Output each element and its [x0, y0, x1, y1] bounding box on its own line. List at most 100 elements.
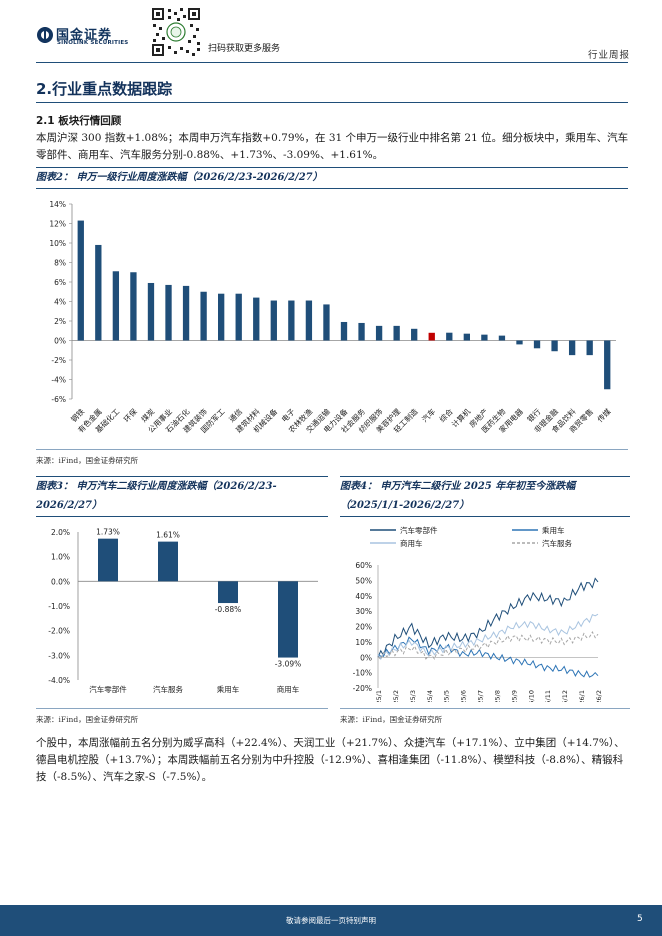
figure3-source: 来源：iFind，国金证券研究所	[36, 715, 139, 724]
section-title: 2.行业重点数据跟踪	[36, 80, 173, 98]
chart3-x-tick: 2025/8	[493, 690, 501, 702]
chart2-data-label: 1.73%	[96, 528, 120, 537]
chart1-bar	[586, 340, 593, 356]
chart2-bar	[278, 581, 298, 658]
chart1-bar	[112, 271, 120, 341]
chart1-y-tick: -4%	[51, 376, 66, 385]
chart1-y-tick: 0%	[54, 337, 66, 346]
chart2-data-label: -0.88%	[215, 605, 242, 614]
chart3-x-tick: 2025/9	[510, 690, 518, 702]
chart2-y-tick: -3.0%	[48, 651, 70, 660]
chart3-series-line	[377, 613, 599, 661]
chart2-bar	[218, 581, 238, 604]
chart3-legend-label: 汽车服务	[542, 538, 572, 548]
chart1-bar	[516, 340, 523, 345]
figure3-bottom-rule	[36, 708, 328, 709]
chart1-bar	[604, 340, 611, 390]
chart1-x-label: 环保	[122, 407, 139, 424]
chart3-legend-label: 汽车零部件	[400, 525, 438, 535]
report-type: 行业周报	[588, 50, 631, 61]
chart1-bar	[428, 332, 435, 341]
figure2-title: 图表2： 申万一级行业周度涨跌幅（2026/2/23-2026/2/27）	[36, 172, 323, 183]
chart2-x-label: 汽车零部件	[89, 684, 127, 694]
chart2-y-tick: -2.0%	[48, 627, 70, 636]
chart3-x-tick: 2025/2	[392, 690, 400, 702]
figure4-top-rule	[340, 476, 630, 477]
figure4-title: 图表4： 申万汽车二级行业 2025 年年初至今涨跌幅（2025/1/1-202…	[340, 481, 576, 511]
chart1-bar	[165, 284, 172, 341]
auto-subsector-weekly-chart: 2.0% 1.0% 0.0% -1.0% -2.0% -3.0% -4.0% 1.73% 汽车零…	[48, 528, 318, 694]
chart3-x-tick: 2025/10	[527, 690, 535, 702]
company-logo-english: SINOLINK SECURITIES	[57, 40, 129, 46]
chart1-bar	[323, 304, 330, 341]
chart3-x-tick: 2025/12	[561, 690, 569, 702]
chart3-y-tick: 10%	[355, 638, 372, 647]
chart1-bar	[270, 300, 277, 341]
chart2-y-tick: 1.0%	[51, 553, 70, 562]
chart3-series-line	[377, 630, 599, 661]
chart3-y-tick: -20%	[353, 684, 372, 693]
chart1-y-tick: 4%	[54, 298, 66, 307]
chart2-x-label: 乘用车	[217, 684, 240, 694]
chart1-bar	[218, 293, 225, 341]
chart2-bar	[98, 538, 118, 582]
chart1-bar	[533, 340, 541, 349]
page-number: 5	[637, 914, 643, 924]
chart1-bar	[568, 340, 576, 356]
chart1-bar	[375, 325, 383, 341]
chart1-bar	[200, 291, 207, 341]
chart1-y-tick: 10%	[49, 239, 66, 248]
chart1-bar	[288, 300, 295, 341]
chart1-bar	[235, 293, 242, 341]
chart1-y-tick: 2%	[54, 317, 66, 326]
chart1-bar	[551, 340, 558, 352]
chart2-x-label: 商用车	[277, 684, 300, 694]
figure2-source: 来源：iFind，国金证券研究所	[36, 456, 139, 465]
chart1-y-tick: 8%	[54, 259, 66, 268]
chart1-bar	[305, 300, 313, 341]
footer-bar	[0, 905, 662, 936]
chart1-bar	[182, 285, 190, 341]
qr-code-icon[interactable]	[150, 6, 202, 58]
paragraph-stock-movers: 个股中，本周涨幅前五名分别为威孚高科（+22.4%）、天润工业（+21.7%）、…	[36, 737, 625, 783]
chart3-x-tick: 2025/6	[460, 690, 468, 702]
chart3-y-tick: 60%	[355, 561, 372, 570]
chart1-y-tick: -6%	[51, 395, 66, 404]
chart1-bar	[253, 297, 260, 341]
company-logo-name: 国金证券	[56, 28, 113, 43]
chart3-x-tick: 2025/4	[426, 690, 434, 702]
chart1-bar	[446, 332, 453, 341]
chart1-bar	[393, 325, 400, 341]
chart1-bar	[77, 220, 84, 341]
chart1-y-tick: 14%	[49, 200, 66, 209]
chart3-x-tick: 2025/3	[409, 690, 417, 702]
chart3-x-tick: 2026/2	[595, 690, 603, 702]
chart1-x-label: 汽车	[419, 406, 437, 424]
chart2-y-tick: 0.0%	[51, 577, 70, 586]
figure4-source: 来源：iFind，国金证券研究所	[340, 715, 443, 724]
chart1-bar	[481, 334, 488, 341]
chart1-y-tick: 12%	[49, 220, 66, 229]
chart2-bar	[158, 541, 178, 582]
figure3-title: 图表3： 申万汽车二级行业周度涨跌幅（2026/2/23-2026/2/27）	[36, 481, 277, 511]
chart3-y-tick: 30%	[355, 607, 372, 616]
chart1-x-label: 传媒	[595, 406, 613, 424]
chart2-x-label: 汽车服务	[153, 684, 183, 694]
chart3-y-tick: 0%	[360, 653, 372, 662]
chart1-bar	[498, 335, 506, 341]
chart2-data-label: -3.09%	[275, 660, 302, 669]
footer-disclaimer[interactable]: 敬请参阅最后一页特别声明	[286, 916, 376, 925]
chart1-bar	[95, 244, 102, 341]
header-divider	[36, 62, 628, 63]
chart1-bar	[411, 328, 418, 341]
figure4-title-rule	[340, 516, 630, 517]
company-logo-icon	[37, 27, 53, 43]
chart1-bar	[463, 333, 470, 341]
chart2-y-tick: -4.0%	[48, 676, 70, 685]
chart3-x-tick: 2025/7	[477, 690, 485, 702]
chart3-x-tick: 2025/11	[544, 690, 552, 702]
chart3-legend-label: 乘用车	[542, 525, 565, 535]
chart1-bar	[130, 272, 137, 341]
